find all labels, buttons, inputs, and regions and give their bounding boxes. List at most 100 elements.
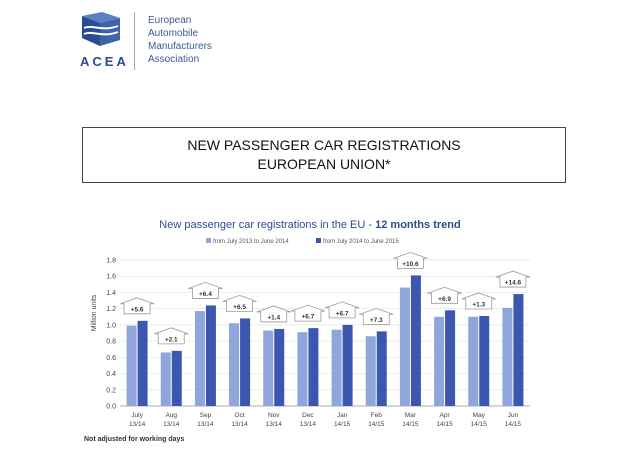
page-title-box: NEW PASSENGER CAR REGISTRATIONS EUROPEAN… <box>82 127 566 183</box>
change-label: +1.4 <box>267 314 280 321</box>
y-tick-label: 1.4 <box>106 290 116 297</box>
legend-label: from July 2014 to June 2015 <box>323 239 399 245</box>
change-arrow-icon <box>359 307 394 325</box>
chart-title: New passenger car registrations in the E… <box>159 219 460 231</box>
bar <box>331 329 342 406</box>
logo-name-line: Manufacturers <box>148 41 212 52</box>
change-label: +7.3 <box>370 317 383 324</box>
page-title-line-2: EUROPEAN UNION* <box>257 156 391 172</box>
x-tick-label: Dec <box>302 412 314 419</box>
change-label: +5.6 <box>131 306 144 313</box>
bar <box>160 352 171 406</box>
x-tick-label: Jan <box>337 412 348 419</box>
y-tick-label: 1.6 <box>106 274 116 281</box>
bar <box>194 311 205 406</box>
x-tick-label: 13/14 <box>231 421 248 428</box>
x-tick-label: 13/14 <box>300 421 317 428</box>
bar <box>342 324 353 406</box>
y-tick-label: 1.8 <box>106 258 116 265</box>
change-arrow-icon <box>324 301 360 319</box>
x-tick-label: 14/15 <box>368 421 385 428</box>
y-tick-label: 1.0 <box>106 322 116 329</box>
change-arrow-icon <box>495 270 531 288</box>
x-tick-label: 13/14 <box>163 421 180 428</box>
chart-title-bold-text: 12 months trend <box>375 219 461 231</box>
bar <box>205 305 216 406</box>
bar <box>410 275 421 406</box>
bar <box>468 316 479 406</box>
y-tick-label: 0.0 <box>106 404 116 411</box>
bar <box>274 328 285 406</box>
x-tick-label: Mar <box>405 412 417 419</box>
y-tick-label: 0.2 <box>106 387 116 394</box>
acea-cube-icon <box>82 12 120 46</box>
change-arrow-icon <box>119 297 155 315</box>
chart-title-text: New passenger car registrations in the E… <box>159 219 375 231</box>
change-arrow-icon <box>256 305 291 323</box>
bar <box>434 316 445 406</box>
bar <box>376 331 387 406</box>
bar <box>502 307 513 406</box>
y-tick-label: 0.4 <box>106 371 116 378</box>
x-tick-label: 14/15 <box>402 421 419 428</box>
x-tick-label: 14/15 <box>334 421 351 428</box>
x-tick-label: May <box>473 412 486 419</box>
change-arrow-icon <box>461 292 496 310</box>
legend-label: from July 2013 to June 2014 <box>213 239 289 245</box>
logo-name: European Automobile Manufacturers Associ… <box>148 14 248 66</box>
change-label: +6.9 <box>438 296 451 303</box>
x-tick-label: 13/14 <box>266 421 283 428</box>
bar <box>399 287 410 406</box>
x-tick-label: 14/15 <box>505 421 522 428</box>
y-axis-label: Million units <box>91 294 98 331</box>
y-tick-label: 1.2 <box>106 306 116 313</box>
change-label: +6.7 <box>301 314 314 321</box>
change-arrow-icon <box>154 327 189 345</box>
x-tick-label: Apr <box>440 412 451 419</box>
footnote: Not adjusted for working days <box>84 436 185 443</box>
change-label: +10.6 <box>402 261 419 268</box>
x-tick-label: 14/15 <box>436 421 453 428</box>
x-tick-label: Jun <box>508 412 519 419</box>
logo-name-line: Automobile <box>148 28 199 39</box>
change-label: +1.3 <box>472 301 485 308</box>
change-label: +6.5 <box>233 304 246 311</box>
change-arrow-icon <box>427 286 462 304</box>
change-label: +6.7 <box>336 310 349 317</box>
x-tick-label: 13/14 <box>129 421 146 428</box>
logo-abbreviation: ACEA <box>80 54 129 69</box>
bar <box>513 294 524 406</box>
bar <box>365 336 376 406</box>
bar <box>297 332 308 406</box>
x-tick-label: Feb <box>371 412 383 419</box>
x-tick-label: July <box>131 412 143 419</box>
x-tick-label: 13/14 <box>197 421 214 428</box>
legend-swatch <box>316 238 321 243</box>
y-tick-label: 0.8 <box>106 339 116 346</box>
legend-swatch <box>206 238 211 243</box>
change-label: +2.1 <box>165 336 178 343</box>
bar <box>445 310 456 406</box>
page-title-line-1: NEW PASSENGER CAR REGISTRATIONS <box>187 137 461 153</box>
change-arrow-icon <box>188 281 223 299</box>
x-tick-label: 14/15 <box>471 421 488 428</box>
y-tick-label: 0.6 <box>106 355 116 362</box>
bar <box>479 315 490 406</box>
bar <box>171 350 182 406</box>
logo-name-line: Association <box>148 54 200 65</box>
change-label: +14.6 <box>505 280 522 287</box>
change-arrow-icon <box>393 251 428 269</box>
change-arrow-icon <box>222 294 257 312</box>
acea-logo: ACEA European Automobile Manufacturers A… <box>78 10 248 72</box>
x-tick-label: Aug <box>165 412 177 419</box>
x-tick-label: Nov <box>268 412 280 419</box>
logo-name-line: European <box>148 15 192 26</box>
bar <box>308 328 319 406</box>
bar <box>263 330 274 406</box>
logo-divider <box>134 12 135 70</box>
change-arrow-icon <box>290 304 326 322</box>
bar <box>229 323 240 406</box>
bar <box>240 318 251 406</box>
change-label: +6.4 <box>199 291 212 298</box>
